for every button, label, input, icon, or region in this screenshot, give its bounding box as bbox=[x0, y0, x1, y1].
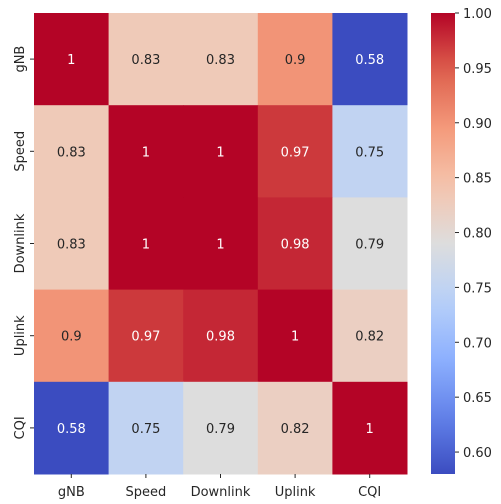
heatmap-cell-speed-cqi bbox=[332, 105, 408, 198]
cell-value-label: 0.79 bbox=[355, 238, 384, 253]
heatmap-cell-downlink-downlink bbox=[183, 197, 259, 291]
cell-value-label: 0.9 bbox=[61, 330, 82, 345]
cell-value-label: 0.83 bbox=[206, 53, 235, 68]
heatmap-cell-uplink-speed bbox=[108, 289, 184, 383]
cell-value-label: 1 bbox=[142, 238, 150, 253]
heatmap-cell-speed-speed bbox=[108, 105, 184, 198]
x-tick-label: Speed bbox=[126, 485, 167, 500]
colorbar-tick-label: 0.85 bbox=[463, 172, 492, 187]
heatmap-cell-uplink-uplink bbox=[257, 289, 333, 383]
cell-value-label: 1 bbox=[366, 422, 374, 437]
cell-value-label: 0.83 bbox=[57, 238, 86, 253]
cell-value-label: 1 bbox=[291, 330, 299, 345]
cell-value-label: 0.83 bbox=[57, 145, 86, 160]
heatmap-cell-cqi-gnb bbox=[34, 381, 110, 475]
heatmap-cell-speed-uplink bbox=[257, 105, 333, 198]
cell-value-label: 0.58 bbox=[355, 53, 384, 68]
heatmap-cell-downlink-speed bbox=[108, 197, 184, 291]
cell-value-label: 0.82 bbox=[281, 422, 310, 437]
heatmap-cell-uplink-cqi bbox=[332, 289, 408, 383]
cell-value-label: 0.83 bbox=[131, 53, 160, 68]
heatmap-cell-downlink-uplink bbox=[257, 197, 333, 291]
heatmap-cell-gnb-uplink bbox=[257, 13, 333, 106]
cell-value-label: 1 bbox=[216, 145, 224, 160]
cell-value-label: 1 bbox=[216, 238, 224, 253]
colorbar-tick-label: 1.00 bbox=[463, 7, 492, 22]
heatmap-cell-uplink-gnb bbox=[34, 289, 110, 383]
cell-value-label: 0.98 bbox=[281, 238, 310, 253]
colorbar-tick-label: 0.65 bbox=[463, 391, 492, 406]
x-axis: gNB Speed Downlink Uplink CQI bbox=[58, 474, 381, 500]
y-tick-label: Downlink bbox=[13, 213, 28, 273]
colorbar-tick-label: 0.95 bbox=[463, 62, 492, 77]
heatmap-cell-cqi-uplink bbox=[257, 381, 333, 475]
y-axis: gNB Speed Downlink Uplink CQI bbox=[13, 46, 34, 439]
heatmap-cells bbox=[34, 13, 408, 475]
colorbar-tick-label: 0.80 bbox=[463, 227, 492, 242]
cell-value-label: 0.98 bbox=[206, 330, 235, 345]
cell-value-label: 0.58 bbox=[57, 422, 86, 437]
cell-value-label: 0.75 bbox=[355, 145, 384, 160]
x-tick-label: CQI bbox=[358, 485, 381, 500]
heatmap-cell-cqi-speed bbox=[108, 381, 184, 475]
heatmap-cell-speed-downlink bbox=[183, 105, 259, 198]
colorbar-tick-label: 0.70 bbox=[463, 336, 492, 351]
heatmap-cell-cqi-downlink bbox=[183, 381, 259, 475]
cell-value-label: 1 bbox=[67, 53, 75, 68]
colorbar-tick-label: 0.60 bbox=[463, 446, 492, 461]
cell-value-label: 0.97 bbox=[281, 145, 310, 160]
x-tick-label: Downlink bbox=[191, 485, 251, 500]
y-tick-label: CQI bbox=[13, 416, 28, 439]
cell-value-label: 0.75 bbox=[131, 422, 160, 437]
cell-value-label: 0.79 bbox=[206, 422, 235, 437]
colorbar-tick-label: 0.90 bbox=[463, 117, 492, 132]
x-tick-label: Uplink bbox=[275, 485, 316, 500]
heatmap-cell-cqi-cqi bbox=[332, 381, 408, 475]
heatmap-cell-uplink-downlink bbox=[183, 289, 259, 383]
heatmap-cell-downlink-cqi bbox=[332, 197, 408, 291]
cell-value-label: 1 bbox=[142, 145, 150, 160]
x-tick-label: gNB bbox=[58, 485, 85, 500]
cell-value-label: 0.9 bbox=[285, 53, 306, 68]
heatmap-cell-downlink-gnb bbox=[34, 197, 110, 291]
heatmap-cell-gnb-speed bbox=[108, 13, 184, 106]
colorbar-tick-label: 0.75 bbox=[463, 281, 492, 296]
colorbar-gradient bbox=[431, 13, 455, 474]
heatmap-cell-gnb-gnb bbox=[34, 13, 110, 106]
y-tick-label: Uplink bbox=[13, 315, 28, 356]
heatmap-cell-labels: 1 0.83 0.83 0.9 0.58 0.83 1 1 0.97 0.75 0.83 1 1 0.98… bbox=[57, 53, 384, 437]
y-tick-label: Speed bbox=[13, 131, 28, 172]
y-tick-label: gNB bbox=[13, 46, 28, 73]
heatmap-cell-gnb-downlink bbox=[183, 13, 259, 106]
cell-value-label: 0.82 bbox=[355, 330, 384, 345]
heatmap-cell-speed-gnb bbox=[34, 105, 110, 198]
cell-value-label: 0.97 bbox=[131, 330, 160, 345]
heatmap-cell-gnb-cqi bbox=[332, 13, 408, 106]
colorbar: 0.60 0.65 0.70 0.75 0.80 0.85 0.90 0.95 1.00 bbox=[431, 7, 492, 474]
